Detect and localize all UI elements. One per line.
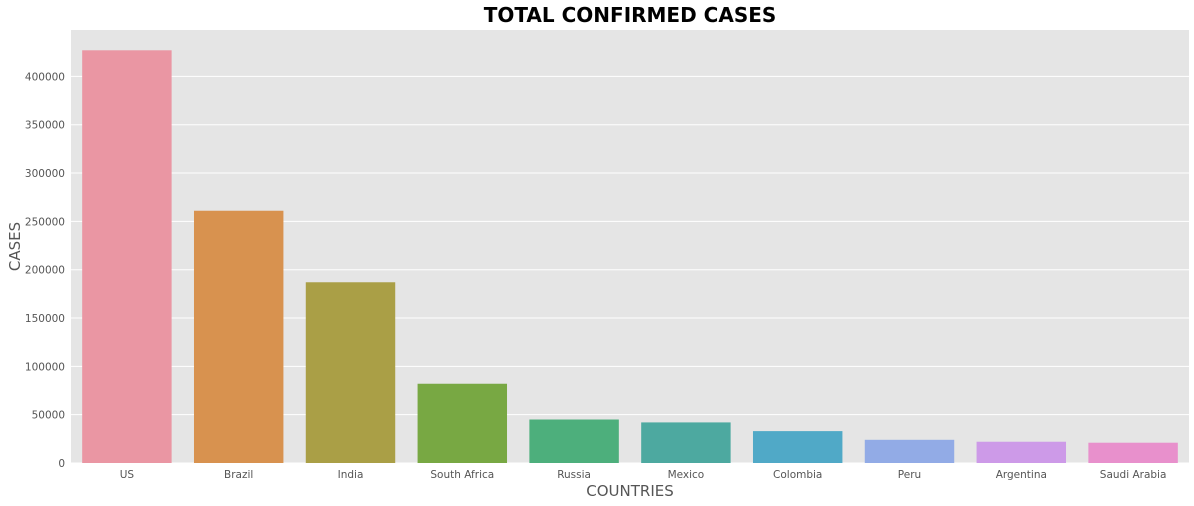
y-tick-label: 350000 [25,120,65,132]
bar-south-africa [417,383,508,463]
x-tick-labels: US Brazil India South Africa Russia Mexico Col… [120,469,1167,481]
bar-saudi-arabia [1088,442,1178,463]
bar-colombia [752,431,843,463]
x-tick-label: Mexico [668,469,705,481]
bar-brazil [193,210,284,463]
x-tick-label: Saudi Arabia [1100,469,1167,481]
y-tick-label: 400000 [25,71,65,83]
x-tick-label: Colombia [773,469,822,481]
x-tick-label: Brazil [224,469,253,481]
y-tick-label: 50000 [32,410,65,422]
bar-peru [864,439,955,463]
bar-russia [529,419,619,463]
y-tick-label: 300000 [25,168,65,180]
y-tick-labels: 0 50000 100000 150000 200000 250000 300000 3500… [25,71,65,470]
y-tick-label: 250000 [25,216,65,228]
x-tick-label: India [338,469,364,481]
y-axis-label: CASES [6,222,24,271]
y-tick-label: 200000 [25,265,65,277]
bar-us [82,50,172,463]
bar-mexico [641,422,731,463]
x-tick-label: Argentina [996,469,1047,481]
y-tick-label: 100000 [25,361,65,373]
x-tick-label: Russia [557,469,591,481]
x-axis-label: COUNTRIES [586,482,674,500]
x-tick-label: US [120,469,135,481]
x-tick-label: Peru [898,469,921,481]
y-tick-label: 0 [58,458,65,470]
bar-argentina [976,441,1067,463]
bars [82,50,1178,463]
y-tick-label: 150000 [25,313,65,325]
chart-title: TOTAL CONFIRMED CASES [484,3,777,27]
x-tick-label: South Africa [430,469,494,481]
bar-india [305,282,396,463]
